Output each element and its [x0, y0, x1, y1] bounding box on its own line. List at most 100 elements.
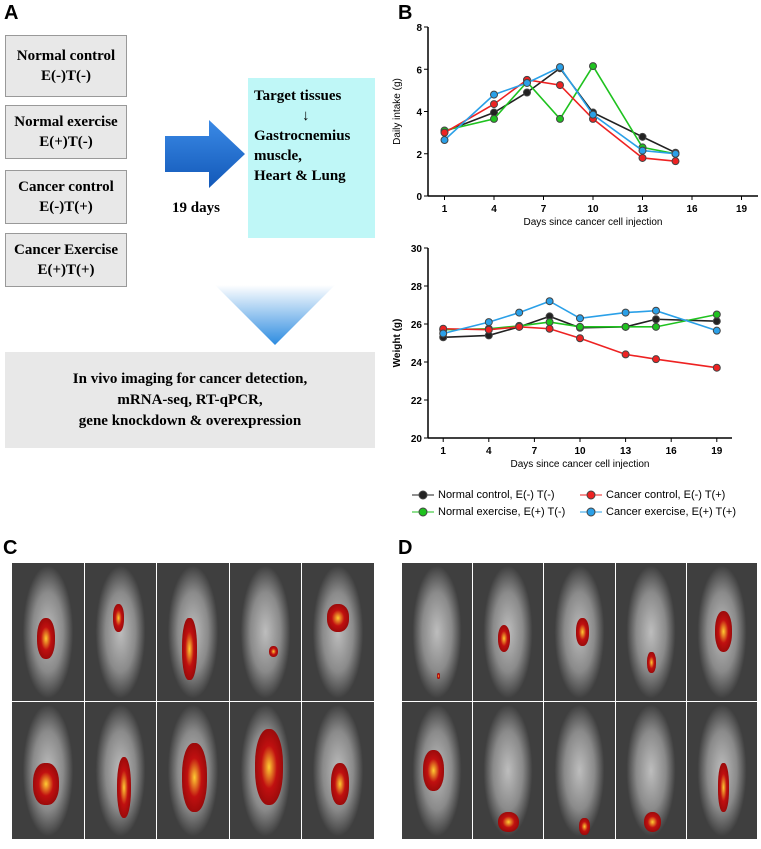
fluorescence-signal: [269, 645, 278, 657]
data-point: [490, 90, 498, 99]
x-tick-label: 7: [541, 204, 547, 215]
mouse-image: [686, 563, 757, 701]
target-line: Heart & Lung: [254, 168, 346, 184]
series-line: [443, 315, 717, 339]
legend-label: Cancer control, E(-) T(+): [606, 489, 726, 501]
duration-label: 19 days: [172, 200, 220, 216]
fluorescence-signal: [718, 763, 729, 812]
target-line: Gastrocnemius: [254, 128, 351, 144]
legend-marker: [580, 507, 602, 517]
y-tick-label: 26: [411, 320, 423, 331]
x-tick-label: 7: [532, 446, 538, 457]
legend-label: Normal control, E(-) T(-): [438, 489, 555, 501]
series-line: [444, 64, 676, 155]
fluorescence-signal: [182, 618, 197, 680]
data-point: [523, 88, 531, 97]
data-point: [490, 114, 498, 123]
data-point: [556, 81, 564, 90]
group-code: E(-)T(-): [41, 68, 91, 84]
target-title: Target tissues: [254, 88, 342, 104]
fluorescence-signal: [714, 611, 733, 653]
legend-item-cancer-exercise: Cancer exercise, E(+) T(+): [580, 506, 736, 518]
analysis-line: mRNA-seq, RT-qPCR,: [117, 391, 263, 408]
group-name: Cancer control: [18, 179, 114, 195]
data-point: [638, 146, 647, 155]
mouse-image: [615, 701, 686, 839]
legend-item-normal-control: Normal control, E(-) T(-): [412, 489, 555, 501]
mouse-image: [84, 701, 157, 839]
group-name: Cancer Exercise: [14, 242, 118, 258]
data-point: [638, 132, 647, 141]
panel-label-d: D: [398, 537, 413, 559]
mouse-image: [544, 701, 615, 839]
analysis-line: In vivo imaging for cancer detection,: [72, 370, 308, 387]
data-point: [621, 308, 630, 317]
in-vivo-images-c: [12, 563, 375, 840]
daily-intake-chart: 0 2 4 6 8 1 4 7 10 13 16 19 Days since cancer cell i…: [392, 23, 758, 228]
data-point: [621, 350, 630, 359]
fluorescence-signal: [647, 652, 656, 673]
y-tick-label: 4: [416, 108, 422, 119]
data-point: [545, 297, 554, 306]
mouse-image: [12, 563, 84, 701]
series-line: [443, 326, 717, 369]
x-tick-label: 10: [574, 446, 586, 457]
x-tick-label: 10: [587, 204, 599, 215]
data-point: [576, 322, 584, 331]
fluorescence-signal: [497, 811, 519, 833]
x-tick-label: 19: [711, 446, 723, 457]
y-tick-label: 28: [411, 282, 423, 293]
y-tick-label: 2: [416, 150, 422, 161]
data-point: [671, 157, 680, 166]
fluorescence-signal: [575, 618, 589, 646]
data-point: [440, 128, 449, 137]
panel-label-a: A: [4, 2, 19, 24]
group-code: E(+)T(-): [39, 134, 93, 150]
fluorescence-signal: [113, 604, 124, 632]
x-tick-label: 4: [491, 204, 497, 215]
group-name: Normal control: [16, 48, 116, 64]
y-tick-label: 6: [416, 65, 422, 76]
in-vivo-images-d: [402, 563, 758, 840]
fluorescence-signal: [116, 756, 132, 819]
mouse-image: [157, 563, 229, 701]
fluorescence-signal: [423, 749, 445, 791]
x-tick-label: 16: [686, 204, 698, 215]
data-point: [638, 153, 647, 162]
y-tick-label: 24: [411, 358, 423, 369]
fluorescence-signal: [254, 729, 284, 805]
data-point: [515, 308, 524, 317]
group-name: Normal exercise: [14, 114, 118, 130]
funnel-arrow-icon: [215, 285, 335, 345]
data-point: [652, 315, 660, 324]
fluorescence-signal: [33, 763, 59, 805]
x-tick-label: 16: [666, 446, 678, 457]
group-code: E(-)T(+): [39, 199, 93, 215]
data-point: [484, 325, 493, 334]
down-arrow-icon: ↓: [302, 108, 310, 124]
group-box-cancer-control: Cancer control E(-)T(+): [5, 170, 127, 224]
mouse-image: [544, 563, 615, 701]
group-box-normal-exercise: Normal exercise E(+)T(-): [5, 105, 127, 159]
data-point: [490, 100, 498, 109]
data-point: [484, 318, 493, 327]
data-point: [621, 322, 630, 331]
mouse-image: [229, 701, 302, 839]
fluorescence-signal: [497, 624, 511, 653]
x-tick-label: 13: [620, 446, 632, 457]
analysis-box: In vivo imaging for cancer detection, mR…: [5, 352, 375, 448]
data-point: [545, 318, 554, 327]
legend-marker: [580, 490, 602, 500]
right-arrow-icon: [165, 120, 245, 188]
weight-chart: 20 22 24 26 28 30 1 4 7 10 13 16 19 Days since cancer…: [392, 244, 732, 470]
data-point: [515, 322, 524, 331]
data-point: [439, 329, 448, 338]
data-point: [589, 110, 597, 119]
data-point: [712, 326, 721, 335]
mouse-image: [473, 563, 544, 701]
group-code: E(+)T(+): [37, 262, 95, 278]
fluorescence-signal: [327, 604, 349, 632]
fluorescence-signal: [331, 763, 349, 805]
legend-item-normal-exercise: Normal exercise, E(+) T(-): [412, 506, 565, 518]
mouse-image: [12, 701, 84, 839]
